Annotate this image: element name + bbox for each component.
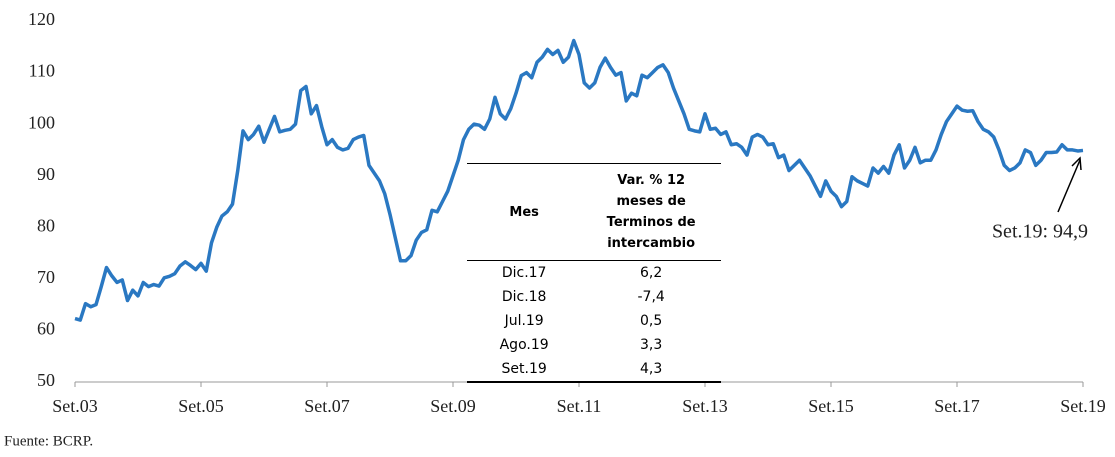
y-tick-label: 50 <box>37 370 55 390</box>
table-cell: 3,3 <box>640 337 663 353</box>
y-tick-label: 100 <box>28 112 55 132</box>
x-tick-label: Set.17 <box>934 396 980 416</box>
table-row: Ago.19 3,3 <box>467 333 721 357</box>
y-tick-label: 70 <box>37 267 55 287</box>
source: Fuente: BCRP. <box>4 433 93 449</box>
table-cell: 4,3 <box>581 357 721 383</box>
arrow-head <box>1071 156 1082 171</box>
table-cell: Dic.18 <box>501 289 547 305</box>
y-tick-label: 120 <box>28 9 55 29</box>
x-tick-label: Set.11 <box>557 396 602 416</box>
annotation-arrow <box>1057 159 1081 213</box>
y-tick-label: 110 <box>29 61 55 81</box>
table-row: Jul.19 0,5 <box>467 309 721 333</box>
x-tick-label: Set.05 <box>178 396 224 416</box>
table-cell: Dic.17 <box>501 265 547 281</box>
table-row: Dic.18 -7,4 <box>467 285 721 309</box>
x-tick-label: Set.15 <box>808 396 854 416</box>
annotation: Set.19: 94,9 <box>992 221 1088 243</box>
table-cell: -7,4 <box>637 289 665 305</box>
table-header: Var. % 12 meses de Terminos de intercamb… <box>581 163 721 261</box>
table-cell: Ago.19 <box>499 337 549 353</box>
table-cell: Set.19 <box>467 357 582 383</box>
table-row: Set.19 4,3 <box>467 357 721 383</box>
table-cell: 0,5 <box>640 313 663 329</box>
y-tick-label: 80 <box>37 215 55 235</box>
x-tick-label: Set.03 <box>52 396 98 416</box>
table-cell: Jul.19 <box>504 313 544 329</box>
table-cell: 6,2 <box>640 265 663 281</box>
table-header: Mes <box>467 163 582 261</box>
y-tick-label: 90 <box>37 164 55 184</box>
x-tick-label: Set.07 <box>304 396 350 416</box>
x-tick-label: Set.19 <box>1060 396 1106 416</box>
table-row: Dic.17 6,2 <box>467 261 721 286</box>
x-tick-label: Set.13 <box>682 396 728 416</box>
summary-table: Mes Var. % 12 meses de Terminos de inter… <box>467 163 721 383</box>
x-tick-label: Set.09 <box>430 396 476 416</box>
y-tick-label: 60 <box>37 319 55 339</box>
line-series <box>74 38 1084 322</box>
